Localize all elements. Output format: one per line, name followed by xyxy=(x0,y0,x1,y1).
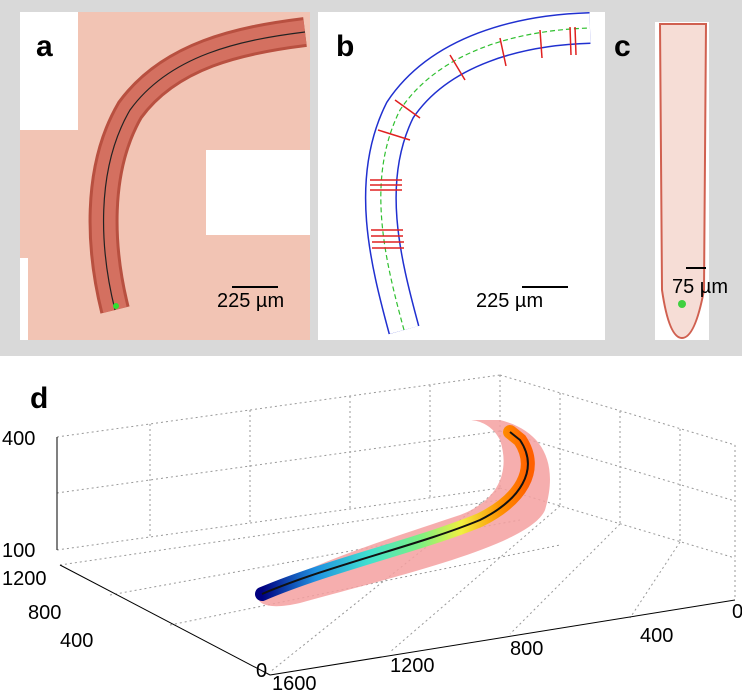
panel-a: 225 µm a xyxy=(20,12,310,340)
panel-b: 225 µm b xyxy=(318,12,605,340)
y-tick-label: 400 xyxy=(60,630,93,652)
root xyxy=(658,23,708,340)
blank xyxy=(20,258,28,340)
scale-label: 225 µm xyxy=(476,290,543,312)
panel-label: d xyxy=(30,382,48,415)
y-tick-label: 0 xyxy=(256,660,267,682)
panel-label: a xyxy=(36,30,53,63)
marker xyxy=(113,303,119,309)
midline xyxy=(102,31,306,311)
scale-label: 75 µm xyxy=(672,276,728,298)
midline xyxy=(261,431,529,595)
panel-d: d 400 100 1200 800 400 0 1600 1200 800 4… xyxy=(2,374,742,693)
scale-label: 225 µm xyxy=(217,290,284,312)
z-tick-label: 400 xyxy=(2,428,35,450)
midline xyxy=(380,27,591,331)
marker xyxy=(678,300,686,308)
cell-walls xyxy=(370,26,577,249)
panel-c: 75 µm c xyxy=(614,22,728,340)
axis xyxy=(59,564,271,676)
grid xyxy=(56,374,736,673)
z-tick-label: 100 xyxy=(2,540,35,562)
x-tick-label: 1600 xyxy=(272,673,317,693)
x-tick-label: 800 xyxy=(510,638,543,660)
blank xyxy=(206,150,310,235)
blank xyxy=(20,12,78,130)
panel-label: c xyxy=(614,30,631,63)
x-tick-label: 1200 xyxy=(390,655,435,677)
y-tick-label: 1200 xyxy=(2,568,47,590)
axis xyxy=(269,599,736,676)
x-tick-label: 400 xyxy=(640,625,673,647)
panel-label: b xyxy=(336,30,354,63)
x-tick-label: 0 xyxy=(732,601,742,623)
y-tick-label: 800 xyxy=(28,602,61,624)
